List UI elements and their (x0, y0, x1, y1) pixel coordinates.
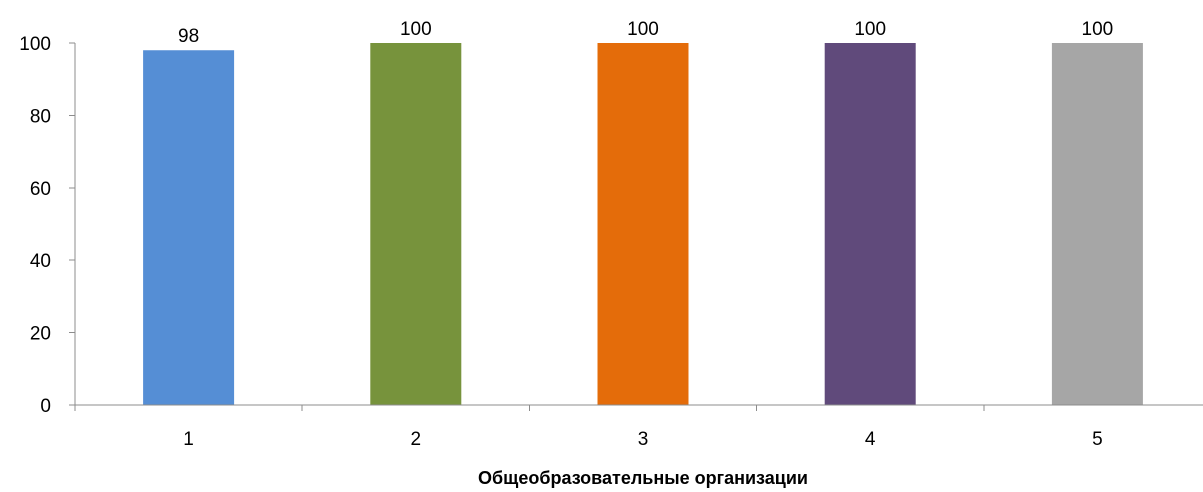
y-tick-label: 20 (30, 324, 51, 345)
data-label-3: 100 (627, 19, 659, 40)
labels-layer: 0 20 40 60 80 100 98 1 100 2 100 3 100 4 100 5 (19, 19, 1113, 450)
bars-layer (143, 43, 1143, 406)
y-tick-label: 0 (40, 396, 51, 417)
data-label-2: 100 (400, 19, 432, 40)
x-tick-label-3: 3 (638, 429, 649, 450)
x-tick-label-4: 4 (865, 429, 876, 450)
data-label-1: 98 (178, 26, 199, 47)
x-tick-label-5: 5 (1092, 429, 1103, 450)
y-tick-label: 60 (30, 179, 51, 200)
axes-layer (69, 42, 1203, 411)
x-axis-title: Общеобразовательные организации (478, 468, 808, 488)
y-tick-label: 80 (30, 106, 51, 127)
y-tick-label: 40 (30, 251, 51, 272)
data-label-4: 100 (854, 19, 886, 40)
y-tick-label: 100 (19, 34, 51, 55)
bar-3 (597, 43, 689, 405)
bar-2 (370, 43, 462, 405)
bar-1 (143, 50, 235, 406)
data-label-5: 100 (1082, 19, 1114, 40)
x-tick-label-1: 1 (183, 429, 194, 450)
bar-4 (824, 43, 916, 405)
bar-5 (1051, 43, 1143, 405)
x-tick-label-2: 2 (411, 429, 422, 450)
